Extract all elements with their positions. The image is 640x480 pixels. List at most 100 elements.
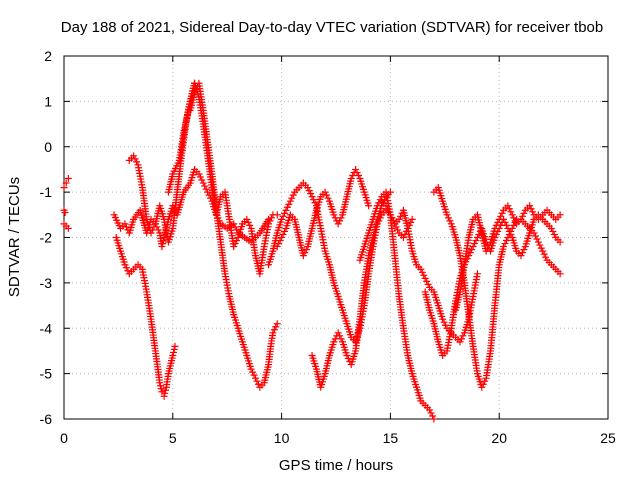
data-point [417, 265, 425, 273]
chart-title: Day 188 of 2021, Sidereal Day-to-day VTE… [61, 19, 603, 36]
data-point [273, 243, 281, 251]
data-point [253, 377, 261, 385]
data-point [505, 205, 513, 213]
data-point [497, 212, 505, 220]
y-tick-label: 2 [44, 48, 52, 64]
data-point [484, 244, 492, 252]
data-point [279, 230, 287, 238]
data-point [64, 175, 72, 183]
data-point [426, 406, 434, 414]
data-point [492, 221, 500, 229]
data-point [321, 188, 329, 196]
data-point [288, 194, 296, 202]
data-point [278, 215, 286, 223]
data-point [131, 155, 139, 163]
data-point [427, 409, 435, 417]
y-tick-label: 1 [44, 93, 52, 109]
y-tick-label: 0 [44, 139, 52, 155]
data-point [420, 271, 428, 279]
axis-ticks [63, 55, 609, 420]
data-point [466, 249, 474, 257]
data-point [337, 214, 345, 222]
series-sat-a [60, 175, 72, 192]
data-point [198, 176, 206, 184]
data-point [542, 253, 550, 261]
data-point [520, 209, 528, 217]
data-point [334, 220, 342, 228]
data-point [158, 243, 166, 251]
series-sat-c [60, 206, 69, 217]
data-point [249, 368, 257, 376]
data-point [442, 321, 450, 329]
data-point [304, 184, 312, 192]
data-point [330, 338, 338, 346]
data-point [278, 234, 286, 241]
series-sat-e [112, 234, 179, 400]
series-sat-g [164, 79, 281, 278]
data-point [494, 218, 502, 226]
data-point [279, 212, 287, 220]
data-point [130, 152, 138, 160]
data-point [199, 179, 207, 187]
data-point [388, 214, 396, 222]
series-sat-b [60, 220, 72, 232]
data-point [267, 214, 275, 222]
data-point [501, 240, 509, 248]
data-point [299, 252, 307, 260]
data-point [533, 235, 541, 243]
data-point [122, 223, 130, 231]
data-point [251, 374, 259, 382]
data-point [254, 380, 262, 388]
data-point [324, 194, 332, 202]
data-point [481, 377, 489, 385]
data-point [457, 335, 465, 343]
data-point [428, 412, 436, 420]
data-point [440, 318, 448, 326]
data-point [192, 85, 200, 93]
data-point [161, 389, 169, 397]
data-point [334, 329, 342, 337]
data-point [478, 383, 486, 391]
data-point [169, 351, 177, 359]
data-point [389, 217, 397, 225]
data-point [195, 170, 203, 178]
data-point [160, 392, 168, 400]
data-point [156, 379, 164, 387]
data-point [275, 240, 283, 248]
data-point [556, 238, 564, 246]
data-point [323, 191, 331, 199]
data-point [159, 240, 167, 248]
data-point [502, 221, 510, 229]
data-point [310, 196, 318, 204]
data-point [156, 382, 164, 390]
data-point [507, 208, 515, 216]
data-point [64, 224, 72, 232]
data-point [171, 342, 179, 350]
x-tick-label: 25 [600, 430, 616, 446]
data-point [531, 232, 539, 240]
data-point [502, 237, 510, 245]
data-point [520, 246, 528, 254]
data-point [133, 158, 141, 166]
data-point [336, 217, 344, 225]
data-point [373, 202, 381, 210]
data-point [482, 247, 490, 255]
data-point [507, 227, 515, 235]
data-point [231, 240, 239, 248]
x-tick-label: 0 [60, 430, 68, 446]
data-point [472, 237, 480, 245]
data-point [250, 371, 258, 379]
data-point [230, 243, 238, 251]
data-point [385, 208, 393, 216]
data-point [302, 246, 310, 254]
x-tick-label: 10 [274, 430, 290, 446]
data-point [336, 332, 344, 340]
data-point [344, 355, 352, 362]
data-point [471, 240, 479, 248]
data-point [529, 208, 537, 216]
data-point [230, 220, 238, 228]
data-point [61, 209, 69, 217]
data-point [549, 227, 557, 235]
y-tick-label: -3 [40, 275, 53, 291]
data-point [382, 202, 390, 210]
